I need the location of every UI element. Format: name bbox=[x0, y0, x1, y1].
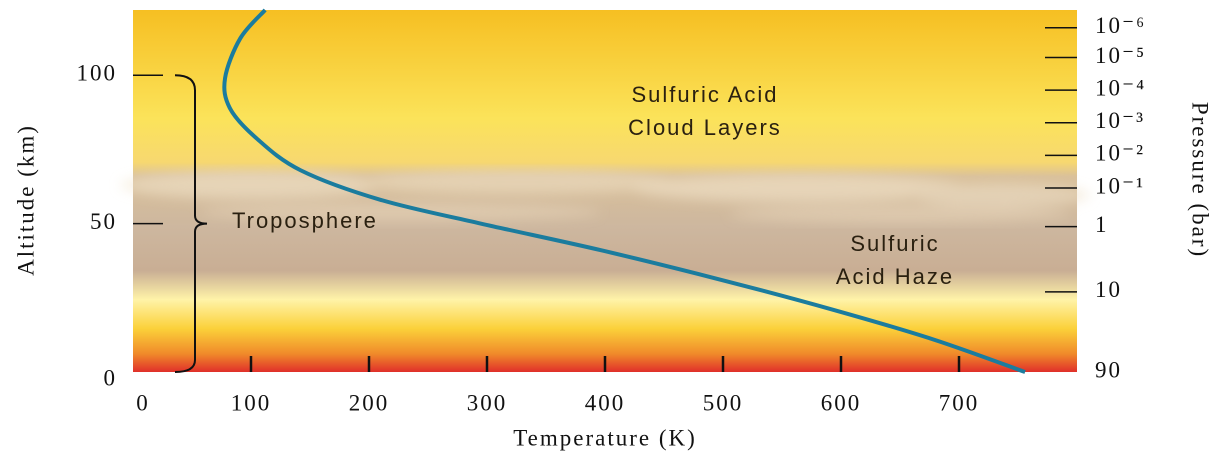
temperature-profile bbox=[222, 8, 1026, 374]
y2-tick-label: 10 bbox=[1095, 277, 1122, 302]
y-axis-title: Altitude (km) bbox=[13, 124, 38, 276]
y2-tick-label: 10⁻⁶ bbox=[1095, 13, 1146, 38]
x-tick-label: 0 bbox=[136, 390, 150, 415]
x-tick-label: 400 bbox=[585, 390, 626, 415]
x-axis-title: Temperature (K) bbox=[513, 425, 697, 450]
y2-tick-label: 10⁻¹ bbox=[1095, 173, 1145, 198]
y-tick-label: 0 bbox=[104, 365, 118, 390]
annotation: Sulfuric Acid bbox=[631, 82, 778, 107]
y-tick-label: 100 bbox=[77, 61, 118, 86]
cloud-band bbox=[120, 170, 1090, 223]
annotation: Cloud Layers bbox=[628, 115, 782, 140]
troposphere-bracket bbox=[174, 74, 208, 373]
x-tick-label: 600 bbox=[821, 390, 862, 415]
x-tick-label: 500 bbox=[703, 390, 744, 415]
y2-tick-label: 1 bbox=[1095, 212, 1109, 237]
y2-tick-label: 10⁻² bbox=[1095, 141, 1145, 166]
y2-axis-title: Pressure (bar) bbox=[1188, 102, 1213, 258]
y2-tick-label: 10⁻⁵ bbox=[1095, 43, 1146, 68]
x-tick-label: 200 bbox=[349, 390, 390, 415]
y2-tick-label: 90 bbox=[1095, 357, 1122, 382]
y2-tick-label: 10⁻³ bbox=[1095, 108, 1145, 133]
annotation: Acid Haze bbox=[836, 264, 954, 289]
y-tick-label: 50 bbox=[90, 209, 117, 234]
annotation: Troposphere bbox=[232, 208, 378, 233]
x-tick-label: 300 bbox=[467, 390, 508, 415]
x-tick-label: 100 bbox=[231, 390, 272, 415]
x-tick-label: 700 bbox=[939, 390, 980, 415]
y2-tick-label: 10⁻⁴ bbox=[1095, 75, 1146, 100]
annotation: Sulfuric bbox=[850, 231, 939, 256]
